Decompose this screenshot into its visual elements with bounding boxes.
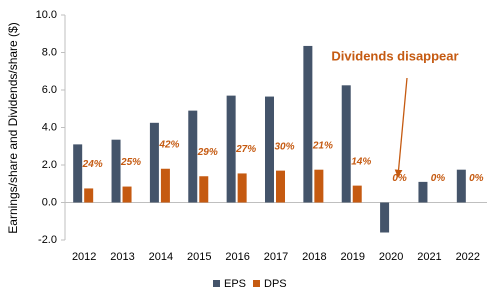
x-tick-label: 2015: [187, 251, 211, 263]
bar: [265, 96, 274, 203]
bar: [84, 188, 94, 203]
x-tick-label: 2020: [379, 251, 403, 263]
bar: [418, 181, 428, 203]
payout-label: 25%: [120, 157, 141, 168]
x-tick-label: 2017: [264, 251, 288, 263]
bar: [341, 85, 351, 203]
bar: [237, 173, 247, 203]
bar: [380, 202, 390, 233]
y-tick-label: 10.0: [36, 9, 57, 21]
payout-label: 21%: [312, 140, 333, 151]
bar: [314, 169, 324, 203]
bar: [73, 144, 83, 203]
bar: [199, 176, 209, 203]
bar: [111, 139, 121, 203]
legend-swatch: [213, 280, 220, 287]
payout-label: 0%: [392, 173, 407, 184]
x-tick-label: 2022: [456, 251, 480, 263]
y-tick-label: -2.0: [38, 234, 57, 246]
y-tick-label: 2.0: [42, 159, 57, 171]
payout-label: 27%: [235, 144, 256, 155]
x-tick-label: 2013: [110, 251, 134, 263]
x-tick-label: 2014: [149, 251, 173, 263]
payout-label: 14%: [351, 156, 371, 167]
y-tick-label: 0.0: [42, 196, 57, 208]
legend-swatch: [253, 280, 260, 287]
payout-label: 42%: [158, 139, 179, 150]
y-tick-label: 8.0: [42, 46, 57, 58]
payout-label: 0%: [469, 173, 484, 184]
bar: [303, 45, 313, 203]
legend-label: EPS: [224, 278, 246, 290]
bar: [276, 170, 285, 203]
annotation-arrow: [394, 77, 408, 178]
y-tick-label: 6.0: [42, 84, 57, 96]
bar: [226, 95, 236, 203]
x-tick-label: 2012: [72, 251, 96, 263]
bar: [352, 185, 362, 203]
bar: [122, 186, 132, 203]
bar: [149, 122, 159, 203]
payout-label: 24%: [82, 159, 103, 170]
bar: [160, 168, 170, 203]
payout-label: 0%: [431, 173, 446, 184]
payout-label: 30%: [274, 141, 294, 152]
legend-label: DPS: [264, 278, 287, 290]
payout-label: 29%: [197, 147, 218, 158]
x-tick-label: 2021: [417, 251, 441, 263]
x-tick-label: 2019: [340, 251, 364, 263]
x-tick-label: 2018: [302, 251, 326, 263]
x-tick-label: 2016: [225, 251, 249, 263]
bar: [188, 110, 198, 203]
bar: [456, 169, 466, 203]
annotation: Dividends disappear: [331, 48, 458, 63]
y-tick-label: 4.0: [42, 121, 57, 133]
y-axis-label: Earnings/share and Dividends/share ($): [6, 22, 20, 233]
